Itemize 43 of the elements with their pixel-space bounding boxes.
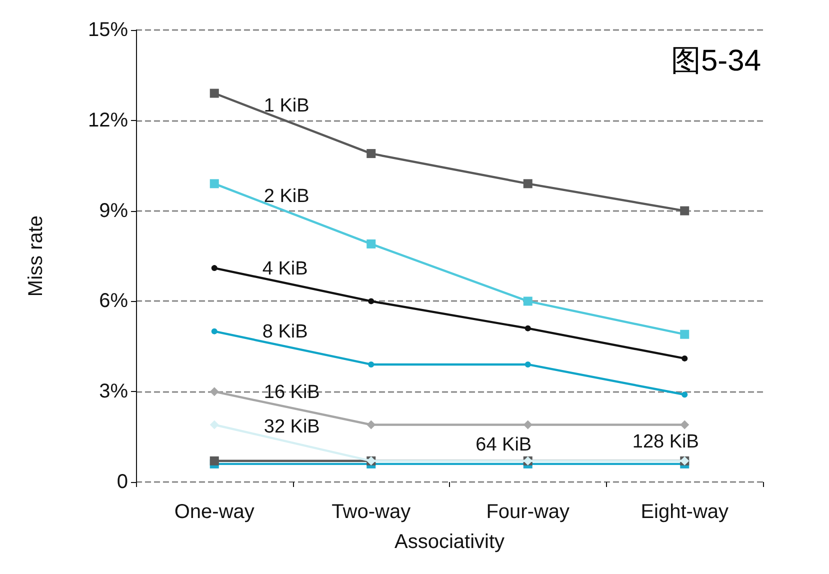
point bbox=[210, 179, 219, 188]
point bbox=[524, 325, 531, 332]
point bbox=[523, 296, 532, 306]
series-label: 128 KiB bbox=[632, 431, 699, 452]
point bbox=[210, 88, 219, 98]
point bbox=[366, 239, 376, 248]
point bbox=[524, 361, 531, 368]
point bbox=[523, 420, 532, 430]
y-axis-title: Miss rate bbox=[25, 215, 47, 297]
point bbox=[366, 420, 376, 430]
y-tick-label: 9% bbox=[99, 200, 128, 222]
point bbox=[368, 298, 374, 304]
point bbox=[368, 361, 374, 368]
y-tick-label: 12% bbox=[88, 109, 128, 132]
y-tick-label: 6% bbox=[99, 290, 128, 312]
point bbox=[680, 206, 690, 216]
series-label: 16 KiB bbox=[264, 382, 320, 403]
annotation: 图5-34 bbox=[670, 44, 762, 78]
x-axis-title: Associativity bbox=[394, 531, 505, 553]
point bbox=[680, 330, 690, 339]
point bbox=[210, 387, 219, 396]
series-label: 8 KiB bbox=[262, 322, 308, 343]
series-label: 1 KiB bbox=[264, 96, 310, 117]
y-tick-label: 3% bbox=[99, 380, 128, 403]
series-label: 2 KiB bbox=[264, 186, 310, 208]
point bbox=[682, 355, 688, 362]
x-tick-label: Eight-way bbox=[640, 501, 729, 523]
point bbox=[210, 420, 219, 430]
point bbox=[366, 149, 376, 158]
x-tick-label: One-way bbox=[174, 501, 254, 523]
point bbox=[523, 179, 532, 188]
point bbox=[682, 392, 688, 398]
x-tick-label: Two-way bbox=[332, 501, 411, 523]
point bbox=[211, 328, 218, 334]
point bbox=[210, 456, 219, 466]
series-label: 32 KiB bbox=[264, 416, 320, 438]
series-label: 64 KiB bbox=[476, 434, 532, 456]
y-tick-label: 0 bbox=[116, 471, 128, 493]
x-tick-label: Four-way bbox=[486, 501, 570, 523]
y-tick-label: 15% bbox=[88, 19, 128, 41]
series-label: 4 KiB bbox=[262, 258, 308, 280]
point bbox=[680, 420, 690, 430]
point bbox=[211, 265, 218, 272]
